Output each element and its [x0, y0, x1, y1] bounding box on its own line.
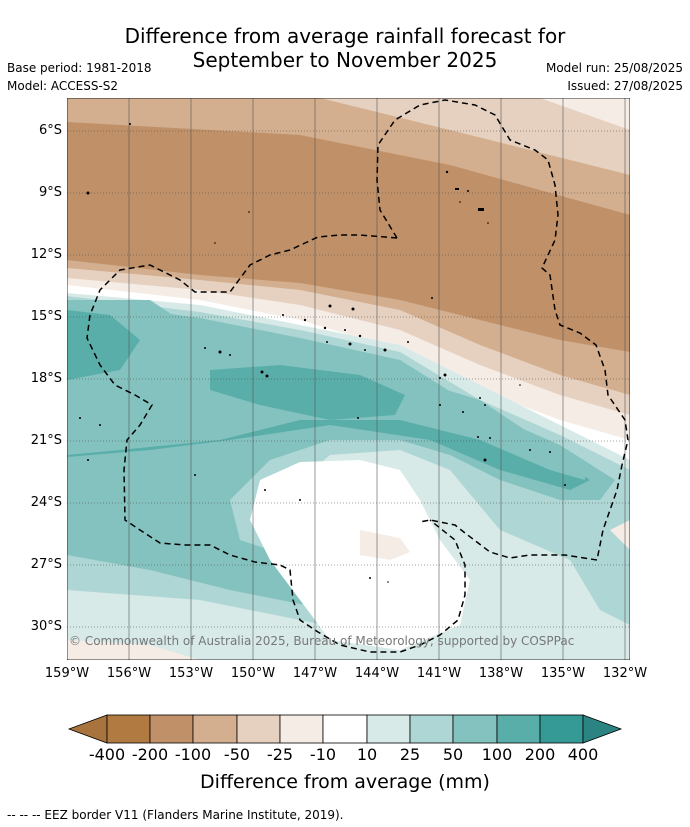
meta-left: Base period: 1981-2018 Model: ACCESS-S2: [7, 59, 152, 95]
lon-tick: 150°W: [230, 666, 276, 681]
lat-grid-lines: [67, 130, 630, 628]
lon-tick: 132°W: [602, 666, 648, 681]
lat-tick: 15°S: [30, 309, 62, 324]
colorbar-label: -200: [131, 745, 169, 764]
colorbar-label: 100: [481, 745, 513, 764]
lat-tick: 24°S: [30, 495, 62, 510]
lat-tick: 12°S: [30, 247, 62, 262]
map-area: [67, 98, 630, 660]
colorbar-label: -25: [266, 745, 294, 764]
colorbar-label: 400: [567, 745, 599, 764]
lat-tick: 21°S: [30, 433, 62, 448]
lon-tick: 159°W: [44, 666, 90, 681]
eez-border: [86, 99, 629, 653]
issued-date: Issued: 27/08/2025: [567, 79, 683, 93]
lat-tick: 6°S: [38, 123, 62, 138]
lat-tick: 30°S: [30, 619, 62, 634]
colorbar-label: 10: [356, 745, 378, 764]
lon-tick: 144°W: [354, 666, 400, 681]
model-name: Model: ACCESS-S2: [7, 79, 119, 93]
colorbar-label: -10: [309, 745, 337, 764]
colorbar-label: -400: [88, 745, 126, 764]
islands: [79, 123, 566, 583]
colorbar-label: -100: [174, 745, 212, 764]
colorbar-label: 25: [399, 745, 421, 764]
colorbar-title: Difference from average (mm): [200, 771, 490, 793]
colorbar: [67, 714, 623, 744]
lat-tick: 27°S: [30, 557, 62, 572]
model-run: Model run: 25/08/2025: [545, 61, 683, 75]
lon-tick: 147°W: [292, 666, 338, 681]
colorbar-label: 50: [442, 745, 464, 764]
lon-tick: 156°W: [106, 666, 152, 681]
lat-tick: 18°S: [30, 371, 62, 386]
colorbar-label: -50: [223, 745, 251, 764]
map-title: Difference from average rainfall forecas…: [0, 24, 690, 72]
meta-right: Model run: 25/08/2025 Issued: 27/08/2025: [546, 59, 683, 95]
copyright-text: © Commonwealth of Australia 2025, Bureau…: [69, 634, 575, 648]
footer-note: -- -- -- EEZ border V11 (Flanders Marine…: [7, 808, 344, 822]
lon-tick: 138°W: [478, 666, 524, 681]
title-line-2: September to November 2025: [192, 48, 498, 72]
dry-band-100: [67, 122, 630, 352]
lat-tick: 9°S: [38, 185, 62, 200]
base-period: Base period: 1981-2018: [7, 61, 152, 75]
title-line-1: Difference from average rainfall forecas…: [124, 24, 566, 48]
lon-tick: 141°W: [416, 666, 462, 681]
lon-tick: 135°W: [540, 666, 586, 681]
lon-tick: 153°W: [168, 666, 214, 681]
colorbar-label: 200: [524, 745, 556, 764]
